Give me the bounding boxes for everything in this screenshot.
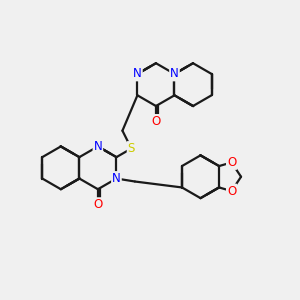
Text: N: N — [94, 140, 102, 153]
Text: N: N — [112, 172, 121, 185]
Text: O: O — [227, 184, 236, 197]
Text: O: O — [93, 198, 103, 211]
Text: S: S — [128, 142, 135, 155]
Text: N: N — [170, 68, 179, 80]
Text: O: O — [151, 115, 160, 128]
Text: N: N — [133, 68, 142, 80]
Text: O: O — [227, 156, 236, 169]
